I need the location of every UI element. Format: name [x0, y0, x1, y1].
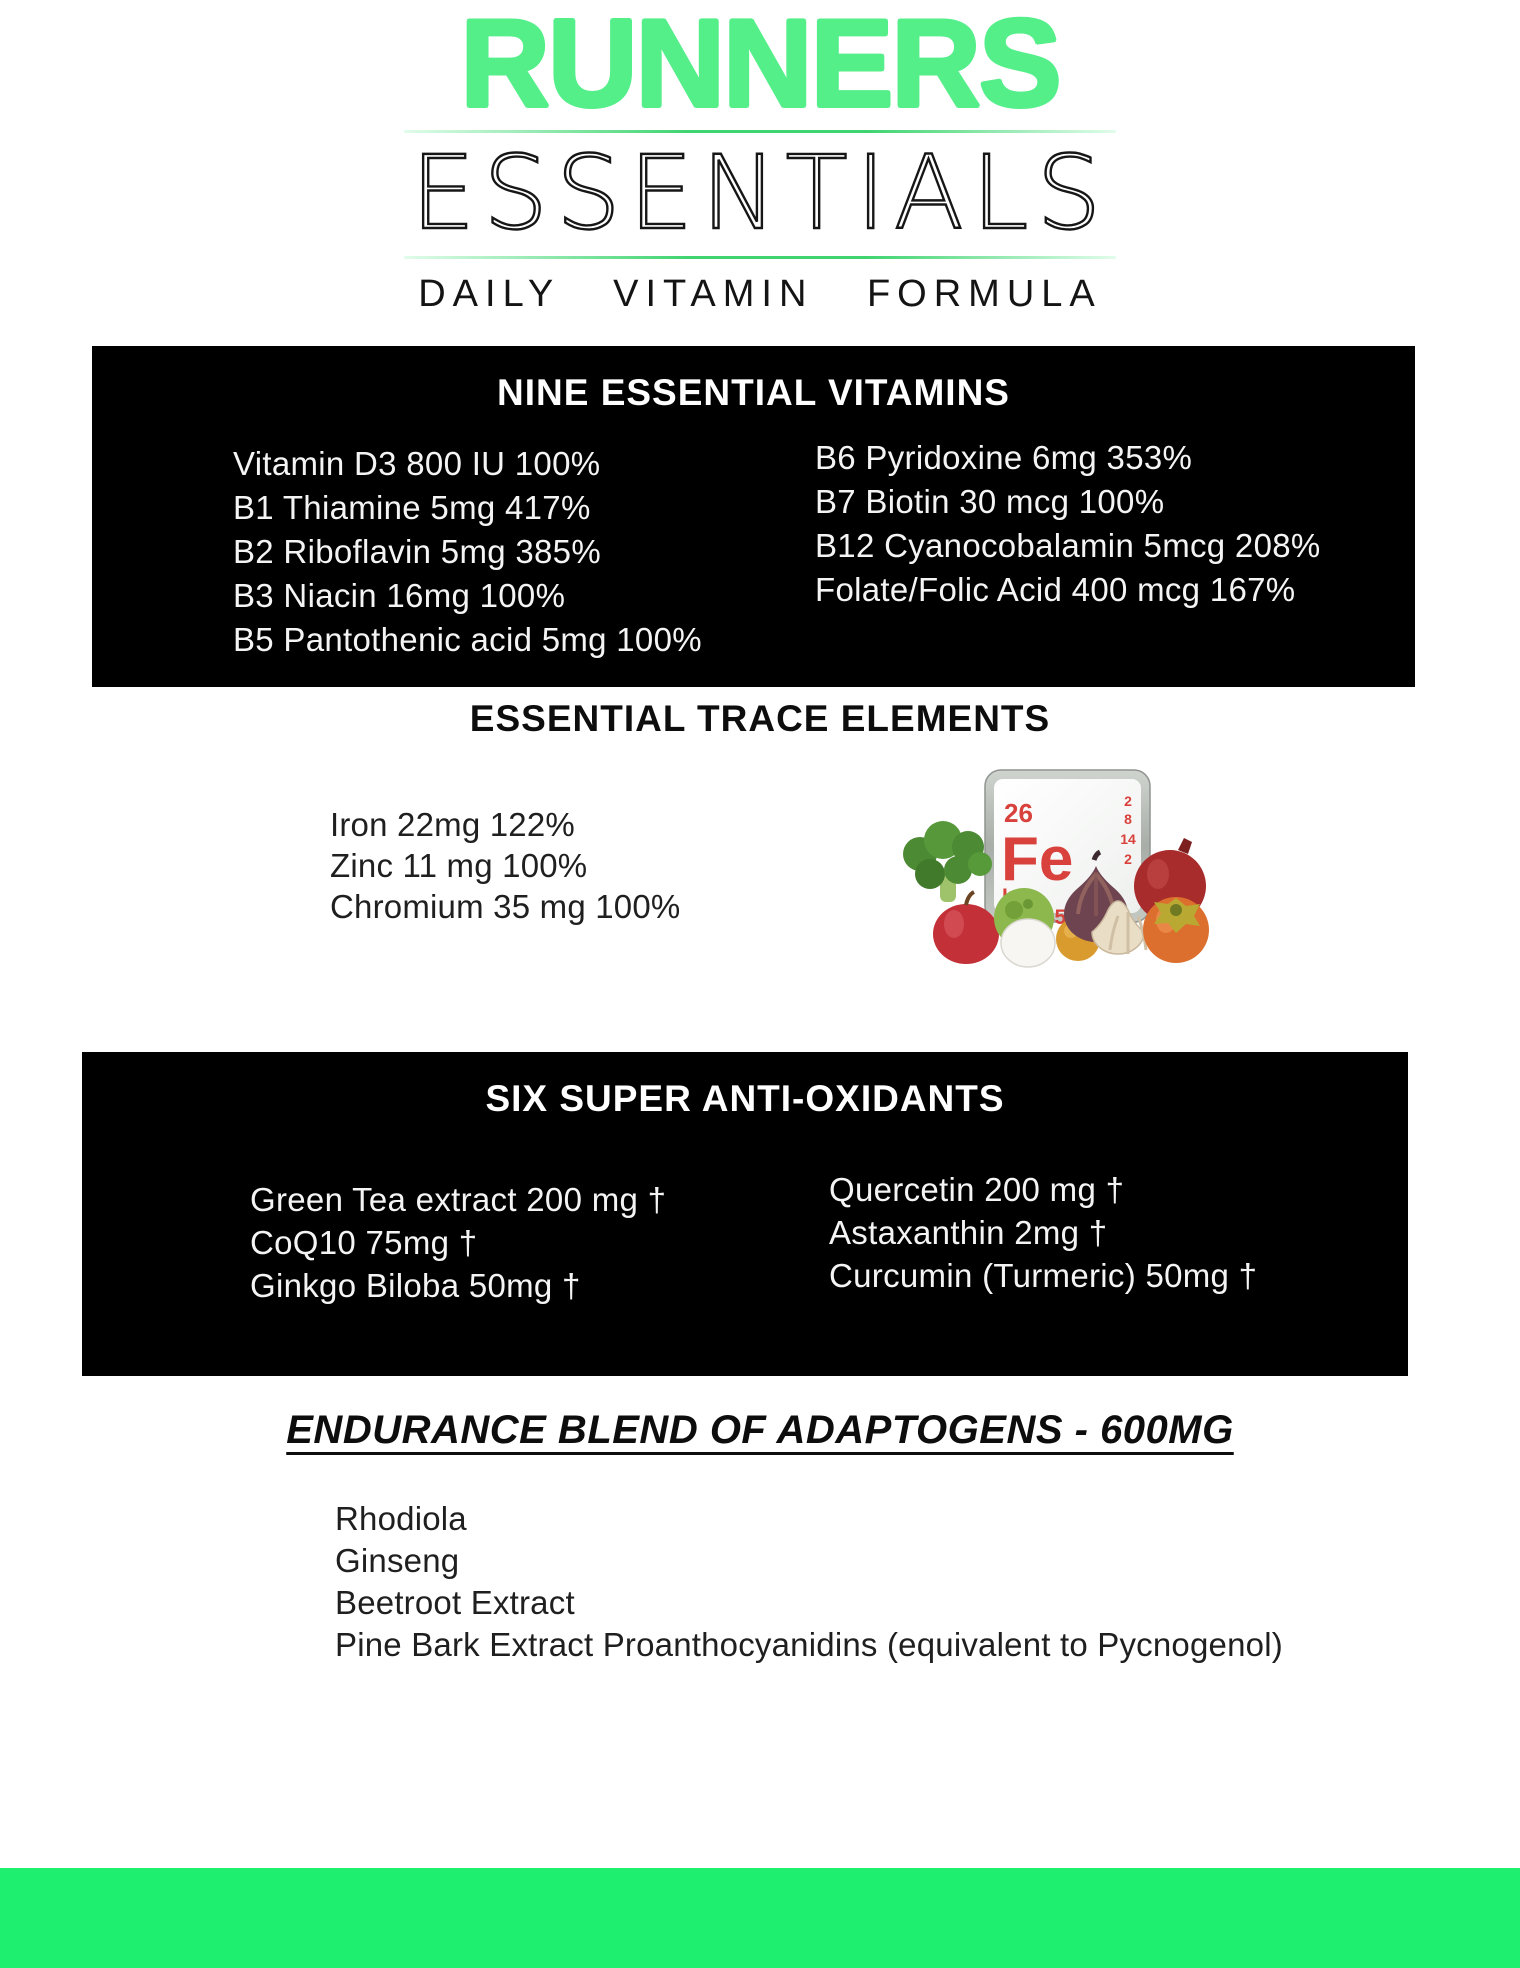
electron-shell-2: 8 [1124, 811, 1132, 827]
logo-divider-bottom [404, 256, 1116, 259]
vitamin-item: B1 Thiamine 5mg 417% [233, 489, 591, 526]
logo-tagline: DAILY VITAMIN FORMULA [418, 273, 1102, 315]
brand-name: RUNNERS [460, 0, 1061, 133]
vitamin-item: B7 Biotin 30 mcg 100% [815, 483, 1165, 520]
footer-accent-bar [0, 1868, 1520, 1968]
iron-foods-image: 26 2 8 14 2 Fe Iron 55.845 [903, 769, 1209, 968]
adaptogen-item: Ginseng [335, 1542, 460, 1579]
antioxidant-item: Curcumin (Turmeric) 50mg † [829, 1257, 1258, 1294]
trace-element-item: Iron 22mg 122% [330, 806, 575, 843]
antioxidant-item: CoQ10 75mg † [250, 1224, 478, 1261]
antioxidant-item: Quercetin 200 mg † [829, 1171, 1125, 1208]
atomic-number: 26 [1004, 798, 1033, 828]
adaptogen-item: Rhodiola [335, 1500, 467, 1537]
antioxidants-right-column: Quercetin 200 mg † Astaxanthin 2mg † Curcu… [829, 1168, 1257, 1297]
vitamins-right-column: B6 Pyridoxine 6mg 353% B7 Biotin 30 mcg 1… [815, 436, 1321, 612]
vitamins-panel: NINE ESSENTIAL VITAMINS Vitamin D3 800 I… [92, 346, 1415, 687]
adaptogens-heading: ENDURANCE BLEND OF ADAPTOGENS - 600MG [286, 1408, 1234, 1452]
antioxidant-item: Astaxanthin 2mg † [829, 1214, 1108, 1251]
antioxidant-item: Ginkgo Biloba 50mg † [250, 1267, 581, 1304]
vitamins-left-column: Vitamin D3 800 IU 100% B1 Thiamine 5mg 41… [233, 442, 702, 662]
egg-illustration [1000, 918, 1056, 968]
vitamin-item: B2 Riboflavin 5mg 385% [233, 533, 601, 570]
antioxidant-item: Green Tea extract 200 mg † [250, 1181, 667, 1218]
trace-elements-heading: ESSENTIAL TRACE ELEMENTS [469, 698, 1051, 739]
logo-name: ESSENTIALS [410, 134, 1110, 253]
trace-element-item: Zinc 11 mg 100% [330, 847, 588, 884]
adaptogens-list: Rhodiola Ginseng Beetroot Extract Pine Bark… [335, 1498, 1283, 1666]
adaptogen-item: Pine Bark Extract Proanthocyanidins (equ… [335, 1626, 1283, 1663]
vitamins-panel-title: NINE ESSENTIAL VITAMINS [497, 372, 1010, 413]
antioxidants-panel-title: SIX SUPER ANTI-OXIDANTS [485, 1078, 1005, 1119]
vitamin-item: B6 Pyridoxine 6mg 353% [815, 439, 1193, 476]
vitamin-item: B5 Pantothenic acid 5mg 100% [233, 621, 702, 658]
persimmon-illustration [1143, 897, 1209, 963]
electron-shell-4: 2 [1124, 851, 1132, 867]
logo-divider-top [404, 130, 1116, 133]
broccoli-illustration [903, 821, 992, 902]
vitamin-item: Folate/Folic Acid 400 mcg 167% [815, 571, 1296, 608]
antioxidants-panel: SIX SUPER ANTI-OXIDANTS Green Tea extrac… [82, 1052, 1408, 1376]
antioxidants-left-column: Green Tea extract 200 mg † CoQ10 75mg † Gi… [250, 1178, 666, 1307]
trace-elements-list: Iron 22mg 122% Zinc 11 mg 100% Chromium 35… [330, 804, 680, 927]
trace-element-item: Chromium 35 mg 100% [330, 888, 681, 925]
apple-illustration [933, 890, 999, 964]
element-symbol: Fe [1001, 825, 1073, 894]
vitamin-item: B3 Niacin 16mg 100% [233, 577, 566, 614]
adaptogen-item: Beetroot Extract [335, 1584, 575, 1621]
vitamin-item: B12 Cyanocobalamin 5mcg 208% [815, 527, 1321, 564]
electron-shell-3: 14 [1120, 831, 1136, 847]
electron-shell-1: 2 [1124, 793, 1132, 809]
vitamin-item: Vitamin D3 800 IU 100% [233, 445, 601, 482]
